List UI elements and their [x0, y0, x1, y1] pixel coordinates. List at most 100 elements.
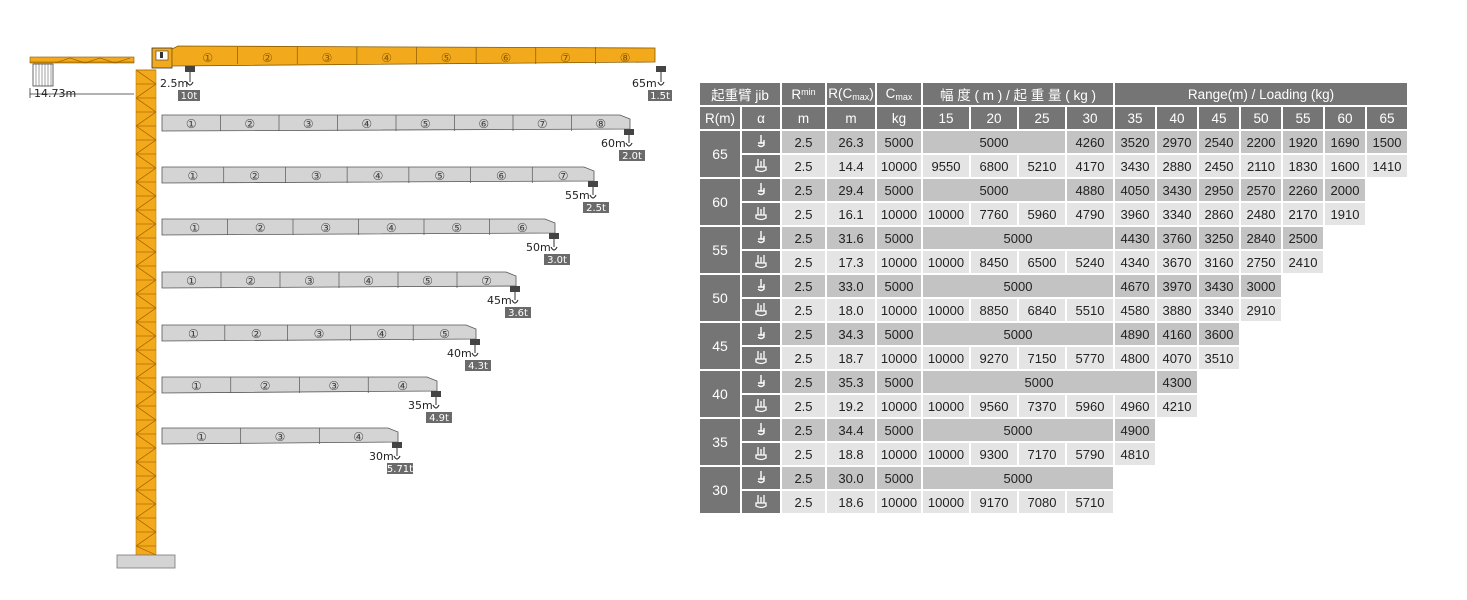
r-cmax-cell: 18.8: [827, 443, 875, 465]
cmax-cell: 10000: [877, 299, 921, 321]
jib-section-number: ③: [303, 117, 314, 131]
table-row: 2.5 16.1 10000 10000 7760 5960 4790 3960 3340 286…: [700, 203, 1407, 225]
cmax-cell: 5000: [877, 419, 921, 441]
load-value-cell: 6800: [971, 155, 1017, 177]
cmax-cell: 10000: [877, 347, 921, 369]
mast-body: [135, 69, 157, 556]
table-row: 2.5 18.7 10000 10000 9270 7150 5770 4800 4070 351…: [700, 347, 1407, 369]
jib-section-number: ④: [386, 221, 397, 235]
load-value-cell: 4800: [1115, 347, 1155, 369]
load-value-cell: 5210: [1019, 155, 1065, 177]
load-value-cell: 3760: [1157, 227, 1197, 249]
load-value-cell: 5000: [923, 131, 1065, 153]
empty-cell: [1241, 491, 1281, 513]
jib-section-number: ⑤: [451, 221, 462, 235]
empty-cell: [1367, 419, 1407, 441]
hook-icon: [186, 81, 194, 86]
jib-radius-label: 50m: [526, 241, 551, 254]
trolley: [656, 66, 666, 72]
empty-cell: [1115, 491, 1155, 513]
jib-load-label: 2.0t: [622, 151, 642, 162]
empty-cell: [1283, 371, 1323, 393]
empty-cell: [1367, 179, 1407, 201]
load-value-cell: 2910: [1241, 299, 1281, 321]
header-range-25: 25: [1019, 107, 1065, 129]
empty-cell: [1283, 443, 1323, 465]
empty-cell: [1115, 467, 1155, 489]
load-value-cell: 10000: [923, 203, 969, 225]
rmin-cell: 2.5: [782, 323, 825, 345]
header-range-60: 60: [1325, 107, 1365, 129]
jib-section-number: ①: [191, 379, 202, 393]
jib-radius-cell: 45: [700, 323, 740, 369]
jib-section-number: ①: [189, 221, 200, 235]
load-value-cell: 2500: [1283, 227, 1323, 249]
load-value-cell: 3340: [1157, 203, 1197, 225]
jib-radius-cell: 50: [700, 275, 740, 321]
empty-cell: [1199, 371, 1239, 393]
jib-section-number: ⑥: [478, 117, 489, 131]
single-hook-icon: [742, 371, 780, 393]
cmax-cell: 10000: [877, 491, 921, 513]
empty-cell: [1283, 395, 1323, 417]
rmin-cell: 2.5: [782, 155, 825, 177]
table-row: 2.5 18.6 10000 10000 9170 7080 5710: [700, 491, 1407, 513]
r-cmax-cell: 29.4: [827, 179, 875, 201]
load-value-cell: 10000: [923, 299, 969, 321]
empty-cell: [1325, 419, 1365, 441]
mast-lattice: [135, 69, 157, 556]
empty-cell: [1325, 251, 1365, 273]
jib-radius-cell: 55: [700, 227, 740, 273]
table-row: 45 2.5 34.3 5000 5000 4890 4160 3600: [700, 323, 1407, 369]
jib-section-number: ⑦: [558, 169, 569, 183]
double-hook-icon: [742, 395, 780, 417]
hook-icon: [471, 352, 479, 357]
jib-section-number: ④: [381, 51, 392, 65]
jib-section-number: ②: [255, 221, 266, 235]
load-value-cell: 4900: [1115, 419, 1155, 441]
jib-load-label: 3.0t: [547, 255, 567, 266]
empty-cell: [1367, 443, 1407, 465]
r-cmax-cell: 30.0: [827, 467, 875, 489]
load-value-cell: 3430: [1115, 155, 1155, 177]
load-value-cell: 3340: [1199, 299, 1239, 321]
jib-section-number: ⑥: [501, 51, 512, 65]
empty-cell: [1157, 419, 1197, 441]
cmax-cell: 5000: [877, 323, 921, 345]
single-hook-icon: [742, 419, 780, 441]
jib-radius-cell: 30: [700, 467, 740, 513]
empty-cell: [1367, 491, 1407, 513]
load-value-cell: 2540: [1199, 131, 1239, 153]
double-hook-icon: [742, 443, 780, 465]
jib-section-number: ⑤: [422, 274, 433, 288]
cmax-cell: 5000: [877, 179, 921, 201]
jib-section-number: ⑧: [595, 117, 606, 131]
load-value-cell: 1830: [1283, 155, 1323, 177]
trolley: [470, 339, 480, 345]
load-value-cell: 3880: [1157, 299, 1197, 321]
table-row: 65 2.5 26.3 5000 5000 4260 3520 2970 2540 2200 192…: [700, 131, 1407, 177]
counterjib: 14.73m: [29, 56, 135, 100]
load-value-cell: 9550: [923, 155, 969, 177]
cmax-cell: 5000: [877, 275, 921, 297]
load-value-cell: 4880: [1067, 179, 1113, 201]
jib-section-number: ②: [260, 379, 271, 393]
jib-section-number: ④: [363, 274, 374, 288]
empty-cell: [1325, 395, 1365, 417]
empty-cell: [1199, 467, 1239, 489]
load-value-cell: 6500: [1019, 251, 1065, 273]
load-value-cell: 5000: [923, 179, 1065, 201]
empty-cell: [1325, 491, 1365, 513]
jib-section-number: ⑤: [441, 51, 452, 65]
jib-section-number: ③: [304, 274, 315, 288]
header-r-cmax: R(Cmax): [827, 83, 875, 105]
min-radius-label: 2.5m: [160, 77, 188, 90]
load-value-cell: 4170: [1067, 155, 1113, 177]
cmax-cell: 5000: [877, 371, 921, 393]
header-range-50: 50: [1241, 107, 1281, 129]
table-row: 2.5 17.3 10000 10000 8450 6500 5240 4340 3670 316…: [700, 251, 1407, 273]
empty-cell: [1367, 371, 1407, 393]
load-value-cell: 3250: [1199, 227, 1239, 249]
